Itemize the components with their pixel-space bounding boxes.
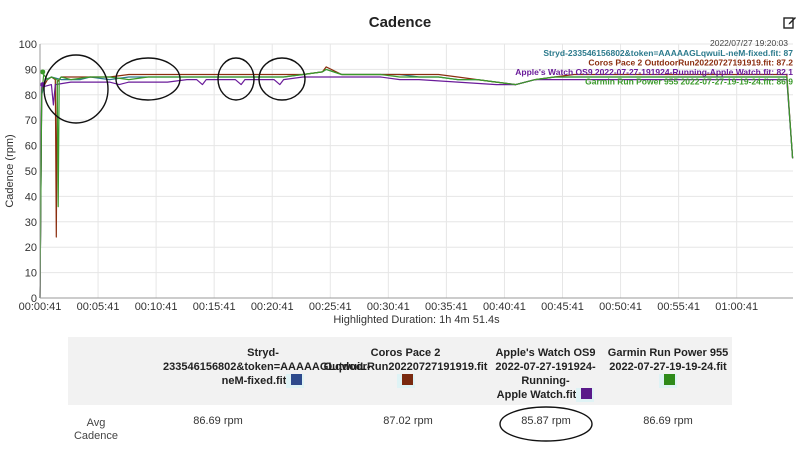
y-tick-label: 100 [19, 39, 37, 51]
annotation-circles [43, 54, 306, 124]
x-tick-label: 00:00:41 [19, 301, 62, 313]
x-tick-label: 00:45:41 [541, 301, 584, 313]
legend-swatch [664, 374, 675, 385]
stats-header-row [68, 337, 732, 405]
x-axis-label: Highlighted Duration: 1h 4m 51.4s [333, 314, 500, 326]
y-tick-label: 0 [31, 293, 37, 305]
legend-entry-0: Stryd-233546156802&token=AAAAAGLqwuiL-ne… [543, 48, 793, 58]
y-tick-label: 90 [25, 64, 37, 76]
y-tick-label: 70 [25, 115, 37, 127]
x-tick-label: 00:50:41 [599, 301, 642, 313]
stats-value-apple: 85.87 rpm [521, 415, 571, 427]
edit-icon[interactable] [783, 15, 797, 29]
stats-header-line: Garmin Run Power 955 [607, 347, 729, 359]
y-axis-label: Cadence (rpm) [4, 134, 16, 207]
annotation-circle [217, 57, 255, 101]
legend-swatch [291, 374, 303, 385]
y-tick-label: 30 [25, 217, 37, 229]
legend-entry-1: Coros Pace 2 OutdoorRun20220727191919.fi… [588, 58, 793, 68]
series-lines [39, 66, 794, 299]
y-tick-label: 60 [25, 141, 37, 153]
x-tick-label: 00:15:41 [193, 301, 236, 313]
legend-swatch [581, 388, 593, 399]
legend: 2022/07/27 19:20:03Stryd-233546156802&to… [515, 38, 793, 87]
timestamp: 2022/07/27 19:20:03 [710, 38, 788, 48]
y-tick-label: 40 [25, 191, 37, 203]
y-tick-label: 10 [25, 268, 37, 280]
x-tick-label: 00:20:41 [251, 301, 294, 313]
stats-header-line: Apple's Watch OS9 [495, 347, 596, 359]
stats-header-coros: Coros Pace 2 OutdoorRun20220727191919.fit [318, 346, 493, 388]
y-tick-label: 80 [25, 90, 37, 102]
annotation-circle-apple-avg [499, 406, 593, 442]
stats-header-garmin: Garmin Run Power 955 2022-07-27-19-19-24.… [603, 346, 733, 388]
legend-swatch [401, 374, 413, 385]
stats-header-line: OutdoorRun20220727191919.fit [318, 360, 493, 388]
annotation-circle [115, 57, 181, 101]
annotation-circle [258, 57, 306, 101]
stats-header-apple: Apple's Watch OS9 2022-07-27-191924- Runni… [488, 346, 603, 402]
stats-value-garmin: 86.69 rpm [643, 415, 693, 427]
stats-table: Stryd- 233546156802&token=AAAAAGLqwuiL-ne… [68, 337, 732, 450]
x-tick-label: 00:40:41 [483, 301, 526, 313]
stats-header-line: Running- [521, 375, 570, 387]
x-tick-label: 00:35:41 [425, 301, 468, 313]
stats-row-label: Avg Cadence [73, 417, 119, 442]
series-line-3 [39, 68, 794, 299]
stats-header-line: 2022-07-27-191924- [495, 361, 596, 373]
chart-title: Cadence [368, 14, 432, 31]
stats-header-line: Stryd- [247, 347, 279, 359]
y-tick-label: 20 [25, 242, 37, 254]
stats-header-stryd: Stryd- 233546156802&token=AAAAAGLqwuiL-ne… [163, 346, 371, 388]
series-line-1 [39, 66, 794, 299]
x-tick-label: 00:55:41 [657, 301, 700, 313]
stats-value-coros: 87.02 rpm [383, 415, 433, 427]
series-line-0 [39, 68, 794, 299]
legend-entry-2: Apple's Watch OS9 2022-07-27-191924-Runn… [515, 67, 793, 77]
axes: 0 10 20 30 40 50 60 70 80 90 100 00:00:41 00:05:41 00… [4, 39, 793, 326]
legend-entry-3: Garmin Run Power 955 2022-07-27-19-19-24… [585, 77, 793, 87]
y-tick-label: 50 [25, 166, 37, 178]
stats-header-line: Apple Watch.fit [488, 388, 603, 402]
x-tick-label: 00:10:41 [135, 301, 178, 313]
stats-header-line: 233546156802&token=AAAAAGLqwuiL- [163, 361, 371, 373]
stats-value-stryd: 86.69 rpm [193, 415, 243, 427]
x-tick-label: 00:05:41 [77, 301, 120, 313]
stats-header-line: neM-fixed.fit [163, 374, 363, 388]
stats-header-line: 2022-07-27-19-19-24.fit [603, 360, 733, 388]
series-line-2 [39, 76, 794, 299]
x-tick-label: 01:00:41 [715, 301, 758, 313]
annotation-circle [43, 54, 109, 124]
x-tick-label: 00:25:41 [309, 301, 352, 313]
series-marker [40, 69, 46, 75]
x-tick-label: 00:30:41 [367, 301, 410, 313]
cadence-chart: 0 10 20 30 40 50 60 70 80 90 100 00:00:41 00:05:41 00… [4, 38, 794, 326]
stats-header-line: Coros Pace 2 [370, 347, 441, 359]
grid [39, 43, 793, 299]
